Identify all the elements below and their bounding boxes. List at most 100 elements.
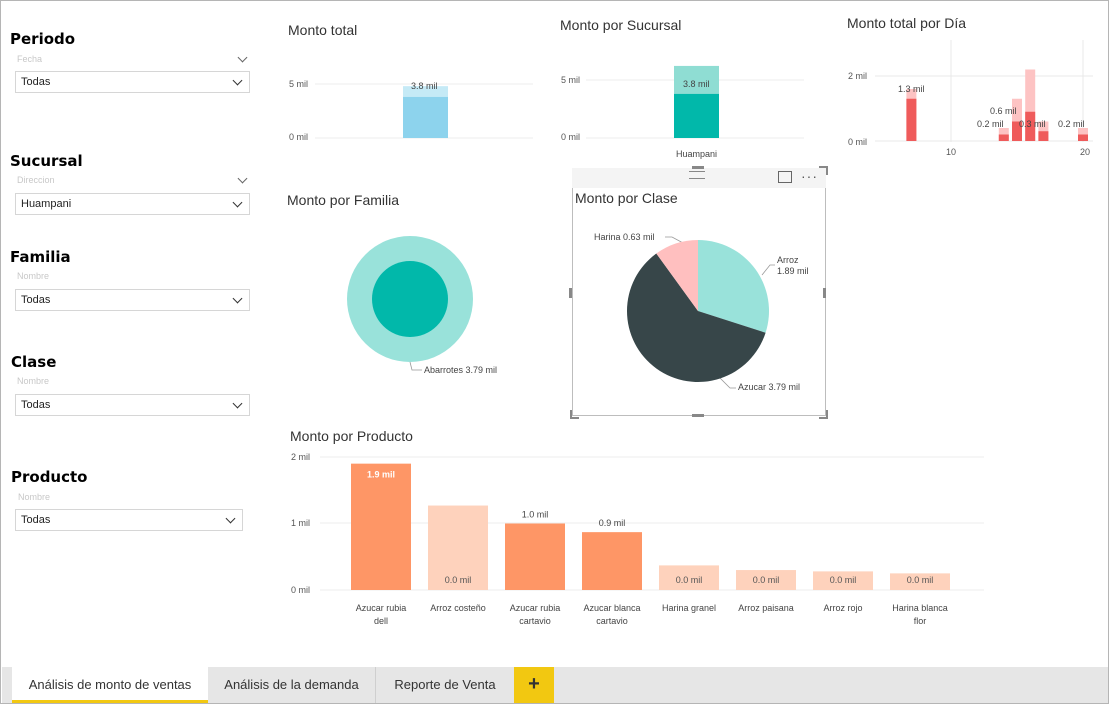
monto-sucursal-chart[interactable] [586, 55, 806, 140]
data-label: Harina 0.63 mil [594, 232, 655, 242]
data-label: 0.6 mil [990, 106, 1017, 116]
bar-product-3[interactable] [582, 532, 642, 590]
y-tick: 5 mil [289, 79, 309, 89]
y-tick: 0 mil [289, 132, 309, 142]
bar-day-14[interactable] [998, 134, 1009, 142]
chevron-down-icon [232, 293, 243, 304]
donut-inner-abarrotes[interactable] [372, 261, 448, 337]
visual-title-monto-dia: Monto total por Día [847, 15, 967, 31]
data-label: Arroz [777, 255, 799, 265]
visual-title-monto-total: Monto total [288, 22, 358, 38]
leader-line [761, 264, 775, 276]
bar-product-4[interactable] [659, 565, 719, 590]
monto-total-chart[interactable] [315, 60, 535, 140]
pie-slice-harina[interactable] [656, 240, 698, 311]
slicer-title: Familia [10, 248, 71, 266]
x-category-label: Azucar rubia [510, 603, 561, 613]
slicer-title: Periodo [10, 30, 76, 48]
bar-product-0[interactable] [351, 463, 411, 590]
slicer-dropdown-sucursal[interactable]: Huampani [15, 193, 250, 215]
x-category-label: Harina blanca [892, 603, 948, 613]
data-label: 3.8 mil [683, 79, 710, 89]
x-tick: 20 [1080, 147, 1091, 157]
y-tick: 2 mil [291, 452, 311, 462]
x-category-label: Harina granel [662, 603, 716, 613]
pie-slice-arroz[interactable] [698, 240, 769, 333]
x-category-label: Arroz paisana [738, 603, 794, 613]
slicer-field-label: Nombre [18, 492, 51, 502]
data-label: Azucar 3.79 mil [738, 382, 801, 392]
add-page-button[interactable]: + [514, 667, 554, 703]
slicer-dropdown-familia[interactable]: Todas [15, 289, 250, 311]
page-tab-bar: Análisis de monto de ventas Análisis de … [2, 667, 1108, 703]
slicer-dropdown-producto[interactable]: Todas [15, 509, 243, 531]
slicer-title: Sucursal [10, 152, 83, 170]
data-label: 0.2 mil [1058, 119, 1085, 129]
data-label: 0.0 mil [907, 575, 934, 585]
resize-handle[interactable] [819, 166, 828, 175]
leader-line [409, 361, 422, 371]
bar-product-1[interactable] [428, 505, 488, 590]
slicer-field-label: Nombre [17, 376, 50, 386]
chevron-down-icon [225, 513, 236, 524]
resize-handle[interactable] [570, 410, 579, 419]
bar-faded-day-16[interactable] [1025, 69, 1036, 142]
data-label: 1.9 mil [367, 470, 395, 480]
y-tick: 0 mil [561, 132, 581, 142]
slicer-title: Clase [11, 353, 57, 371]
more-options-icon[interactable]: ··· [801, 168, 818, 184]
monto-clase-pie[interactable] [600, 220, 800, 400]
data-label: 0.9 mil [599, 518, 626, 528]
tab-analisis-demanda[interactable]: Análisis de la demanda [208, 667, 376, 703]
y-tick: 5 mil [561, 75, 581, 85]
resize-handle[interactable] [569, 288, 572, 298]
resize-handle[interactable] [823, 288, 826, 298]
tab-analisis-monto[interactable]: Análisis de monto de ventas [12, 667, 208, 703]
visual-title-monto-producto: Monto por Producto [290, 428, 413, 444]
focus-mode-icon[interactable] [778, 171, 792, 183]
drag-handle-icon[interactable] [689, 171, 705, 179]
data-label: 1.3 mil [898, 84, 925, 94]
bar-day-7[interactable] [906, 98, 917, 141]
monto-producto-chart[interactable]: 1.9 mil Azucar rubia dell 0.0 mil Arroz cost… [320, 450, 990, 635]
slicer-field-label: Fecha [17, 54, 43, 64]
bar-day-17[interactable] [1038, 131, 1049, 141]
dropdown-value: Huampani [21, 198, 72, 210]
x-category-label: cartavio [596, 616, 628, 626]
monto-dia-chart[interactable] [875, 40, 1095, 145]
bar-product-5[interactable] [736, 570, 796, 590]
chevron-down-icon [232, 75, 243, 86]
slicer-field-label: Nombre [17, 271, 50, 281]
bar-day-20[interactable] [1078, 134, 1088, 142]
bar-product-6[interactable] [813, 571, 873, 590]
bar-monto-total[interactable] [403, 96, 448, 138]
bar-huampani[interactable] [674, 93, 719, 138]
bar-day-16[interactable] [1025, 111, 1036, 141]
monto-familia-donut[interactable] [340, 230, 540, 380]
x-category-label: Azucar rubia [356, 603, 407, 613]
leader-line [665, 236, 686, 245]
bar-product-2[interactable] [505, 523, 565, 591]
slicer-dropdown-periodo[interactable]: Todas [15, 71, 250, 93]
tab-reporte-venta[interactable]: Reporte de Venta [394, 677, 496, 692]
bar-product-7[interactable] [890, 573, 950, 590]
slicer-title: Producto [11, 468, 88, 486]
slicer-dropdown-clase[interactable]: Todas [15, 394, 250, 416]
resize-handle[interactable] [819, 410, 828, 419]
data-label: 0.0 mil [830, 575, 857, 585]
bar-faded-day-15[interactable] [1012, 98, 1022, 141]
data-label: 1.0 mil [522, 510, 549, 520]
resize-handle[interactable] [692, 414, 704, 417]
bar-day-15[interactable] [1012, 121, 1022, 142]
visual-title-monto-clase: Monto por Clase [575, 190, 678, 206]
data-label: 0.0 mil [753, 575, 780, 585]
y-tick: 0 mil [848, 137, 868, 147]
x-category-label: Huampani [676, 149, 718, 159]
pie-slice-azucar[interactable] [627, 253, 766, 382]
resize-handle[interactable] [692, 166, 704, 169]
visual-title-monto-familia: Monto por Familia [287, 192, 400, 208]
leader-line [719, 377, 736, 389]
x-category-label: dell [374, 616, 388, 626]
data-label: 1.89 mil [777, 266, 809, 276]
